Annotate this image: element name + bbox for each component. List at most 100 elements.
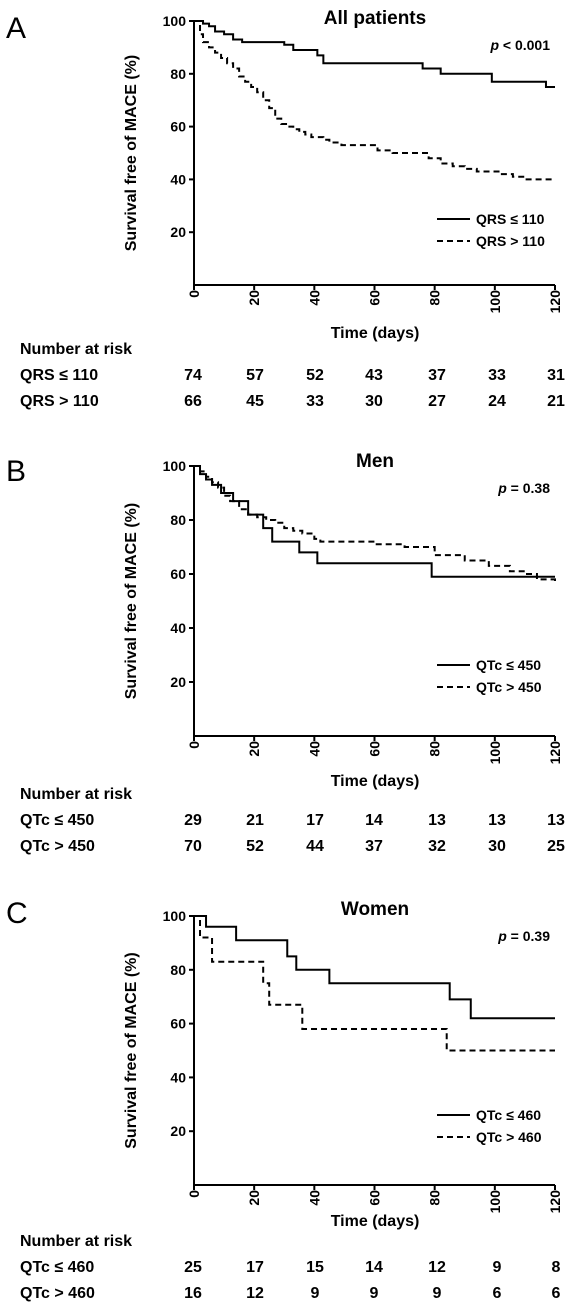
survival-curve-dashed xyxy=(194,20,555,181)
risk-table-header: Number at risk xyxy=(20,341,132,358)
p-value: p = 0.38 xyxy=(497,480,550,496)
x-tick-label: 0 xyxy=(186,1190,202,1198)
risk-row-label: QTc > 460 xyxy=(20,1285,95,1302)
x-tick-label: 0 xyxy=(186,290,202,298)
risk-value: 43 xyxy=(365,367,383,384)
survival-curve-dashed xyxy=(194,465,556,583)
panel-b: B Men p = 0.38 20 40 60 80 100 0 20 40 60 80 100 120 Su… xyxy=(6,451,565,855)
x-tick-label: 20 xyxy=(246,290,262,306)
y-axis-label: Survival free of MACE (%) xyxy=(123,503,140,699)
risk-value: 13 xyxy=(547,812,565,829)
y-tick-label: 60 xyxy=(170,1016,186,1032)
survival-curve-solid xyxy=(194,915,555,1020)
y-tick-label: 80 xyxy=(170,512,186,528)
x-tick-label: 60 xyxy=(367,290,383,306)
p-value: p = 0.39 xyxy=(497,928,550,944)
x-axis-label: Time (days) xyxy=(331,325,420,342)
risk-value: 29 xyxy=(184,812,202,829)
risk-value: 25 xyxy=(547,838,565,855)
y-tick-label: 20 xyxy=(170,674,186,690)
y-tick-label: 20 xyxy=(170,224,186,240)
panel-letter: A xyxy=(6,12,26,45)
risk-value: 37 xyxy=(428,367,446,384)
risk-row-label: QRS ≤ 110 xyxy=(20,367,98,384)
risk-value: 32 xyxy=(428,838,446,855)
risk-row-label: QTc ≤ 460 xyxy=(20,1259,94,1276)
risk-value: 9 xyxy=(493,1259,502,1276)
y-axis-label: Survival free of MACE (%) xyxy=(123,952,140,1148)
risk-value: 9 xyxy=(433,1285,442,1302)
x-tick-label: 40 xyxy=(306,290,322,306)
survival-curve-solid xyxy=(194,20,555,88)
risk-value: 21 xyxy=(246,812,264,829)
risk-value: 9 xyxy=(311,1285,320,1302)
risk-row-label: QTc > 450 xyxy=(20,838,95,855)
risk-value: 17 xyxy=(246,1259,264,1276)
panel-a: A All patients p < 0.001 20 40 60 80 100 0 20 40 60… xyxy=(6,8,565,410)
x-tick-label: 100 xyxy=(487,741,503,765)
legend-label: QTc > 450 xyxy=(476,679,542,695)
risk-value: 30 xyxy=(488,838,506,855)
risk-value: 14 xyxy=(365,1259,383,1276)
chart-title: Women xyxy=(341,899,409,920)
y-tick-label: 40 xyxy=(170,171,186,187)
risk-value: 44 xyxy=(306,838,324,855)
x-tick-label: 100 xyxy=(487,1190,503,1214)
risk-value: 6 xyxy=(552,1285,561,1302)
risk-row-label: QTc ≤ 450 xyxy=(20,812,94,829)
y-tick-label: 20 xyxy=(170,1123,186,1139)
x-tick-label: 120 xyxy=(547,1190,563,1214)
risk-value: 70 xyxy=(184,838,202,855)
risk-value: 12 xyxy=(246,1285,264,1302)
legend-label: QTc > 460 xyxy=(476,1129,542,1145)
x-tick-label: 0 xyxy=(186,741,202,749)
risk-row-label: QRS > 110 xyxy=(20,393,99,410)
risk-table-header: Number at risk xyxy=(20,786,132,803)
x-tick-label: 60 xyxy=(367,1190,383,1206)
risk-value: 8 xyxy=(552,1259,561,1276)
risk-value: 21 xyxy=(547,393,565,410)
risk-value: 16 xyxy=(184,1285,202,1302)
x-tick-label: 120 xyxy=(547,290,563,314)
x-tick-label: 100 xyxy=(487,290,503,314)
x-tick-label: 40 xyxy=(306,1190,322,1206)
risk-value: 57 xyxy=(246,367,264,384)
y-tick-label: 60 xyxy=(170,566,186,582)
y-tick-label: 40 xyxy=(170,620,186,636)
risk-value: 74 xyxy=(184,367,202,384)
panel-letter: B xyxy=(6,455,26,488)
risk-value: 52 xyxy=(246,838,264,855)
x-tick-label: 80 xyxy=(427,741,443,757)
x-tick-label: 80 xyxy=(427,1190,443,1206)
x-tick-label: 20 xyxy=(246,1190,262,1206)
x-tick-label: 20 xyxy=(246,741,262,757)
legend-label: QTc ≤ 450 xyxy=(476,657,541,673)
risk-value: 17 xyxy=(306,812,324,829)
y-axis-label: Survival free of MACE (%) xyxy=(123,55,140,251)
panel-c: C Women p = 0.39 20 40 60 80 100 0 20 40 60 80 100 120… xyxy=(6,897,563,1302)
risk-value: 37 xyxy=(365,838,383,855)
legend-label: QRS > 110 xyxy=(476,233,545,249)
risk-value: 66 xyxy=(184,393,202,410)
y-tick-label: 100 xyxy=(163,908,187,924)
risk-value: 33 xyxy=(306,393,324,410)
legend-label: QTc ≤ 460 xyxy=(476,1107,541,1123)
y-tick-label: 100 xyxy=(163,458,187,474)
survival-curve-dashed xyxy=(194,915,555,1052)
y-tick-label: 60 xyxy=(170,119,186,135)
y-tick-label: 80 xyxy=(170,962,186,978)
risk-value: 52 xyxy=(306,367,324,384)
risk-value: 13 xyxy=(428,812,446,829)
risk-value: 33 xyxy=(488,367,506,384)
x-tick-label: 80 xyxy=(427,290,443,306)
risk-value: 9 xyxy=(370,1285,379,1302)
x-axis-label: Time (days) xyxy=(331,1213,420,1230)
legend-label: QRS ≤ 110 xyxy=(476,211,545,227)
y-tick-label: 40 xyxy=(170,1069,186,1085)
risk-value: 6 xyxy=(493,1285,502,1302)
y-tick-label: 80 xyxy=(170,66,186,82)
risk-table-header: Number at risk xyxy=(20,1233,132,1250)
risk-value: 13 xyxy=(488,812,506,829)
y-tick-label: 100 xyxy=(163,13,187,29)
